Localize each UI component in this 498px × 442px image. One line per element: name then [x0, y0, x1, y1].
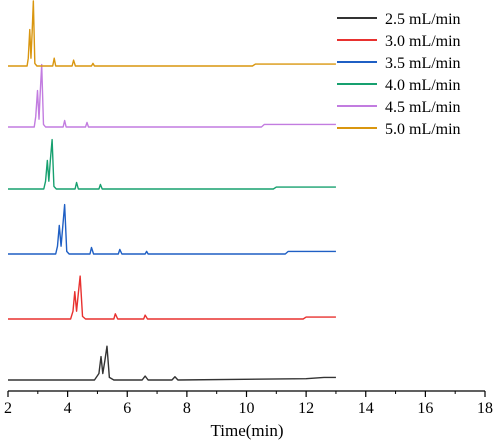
series-line-4 [8, 138, 336, 190]
x-tick-label: 6 [123, 400, 131, 417]
legend-label-6: 5.0 mL/min [385, 121, 461, 138]
series-line-5 [8, 63, 336, 128]
x-tick-label: 10 [239, 400, 255, 417]
legend-label-3: 3.5 mL/min [385, 55, 461, 72]
series-line-3 [8, 203, 336, 255]
series-line-1 [8, 345, 336, 381]
x-tick-label: 18 [477, 400, 493, 417]
x-axis-title: Time(min) [210, 421, 283, 440]
legend-label-2: 3.0 mL/min [385, 33, 461, 50]
legend-label-5: 4.5 mL/min [385, 99, 461, 116]
x-tick-label: 4 [64, 400, 72, 417]
x-tick-label: 2 [4, 400, 12, 417]
x-tick-label: 14 [358, 400, 374, 417]
legend-label-1: 2.5 mL/min [385, 11, 461, 28]
series-line-6 [8, 0, 336, 67]
x-tick-label: 16 [417, 400, 433, 417]
series-line-2 [8, 275, 336, 320]
legend-label-4: 4.0 mL/min [385, 77, 461, 94]
x-tick-label: 8 [183, 400, 191, 417]
x-tick-label: 12 [298, 400, 314, 417]
x-ticks: 2 4 6 8 10 12 14 16 18 [4, 391, 493, 417]
legend: 2.5 mL/min 3.0 mL/min 3.5 mL/min 4.0 mL/min… [337, 11, 461, 138]
series-layer [8, 0, 336, 381]
